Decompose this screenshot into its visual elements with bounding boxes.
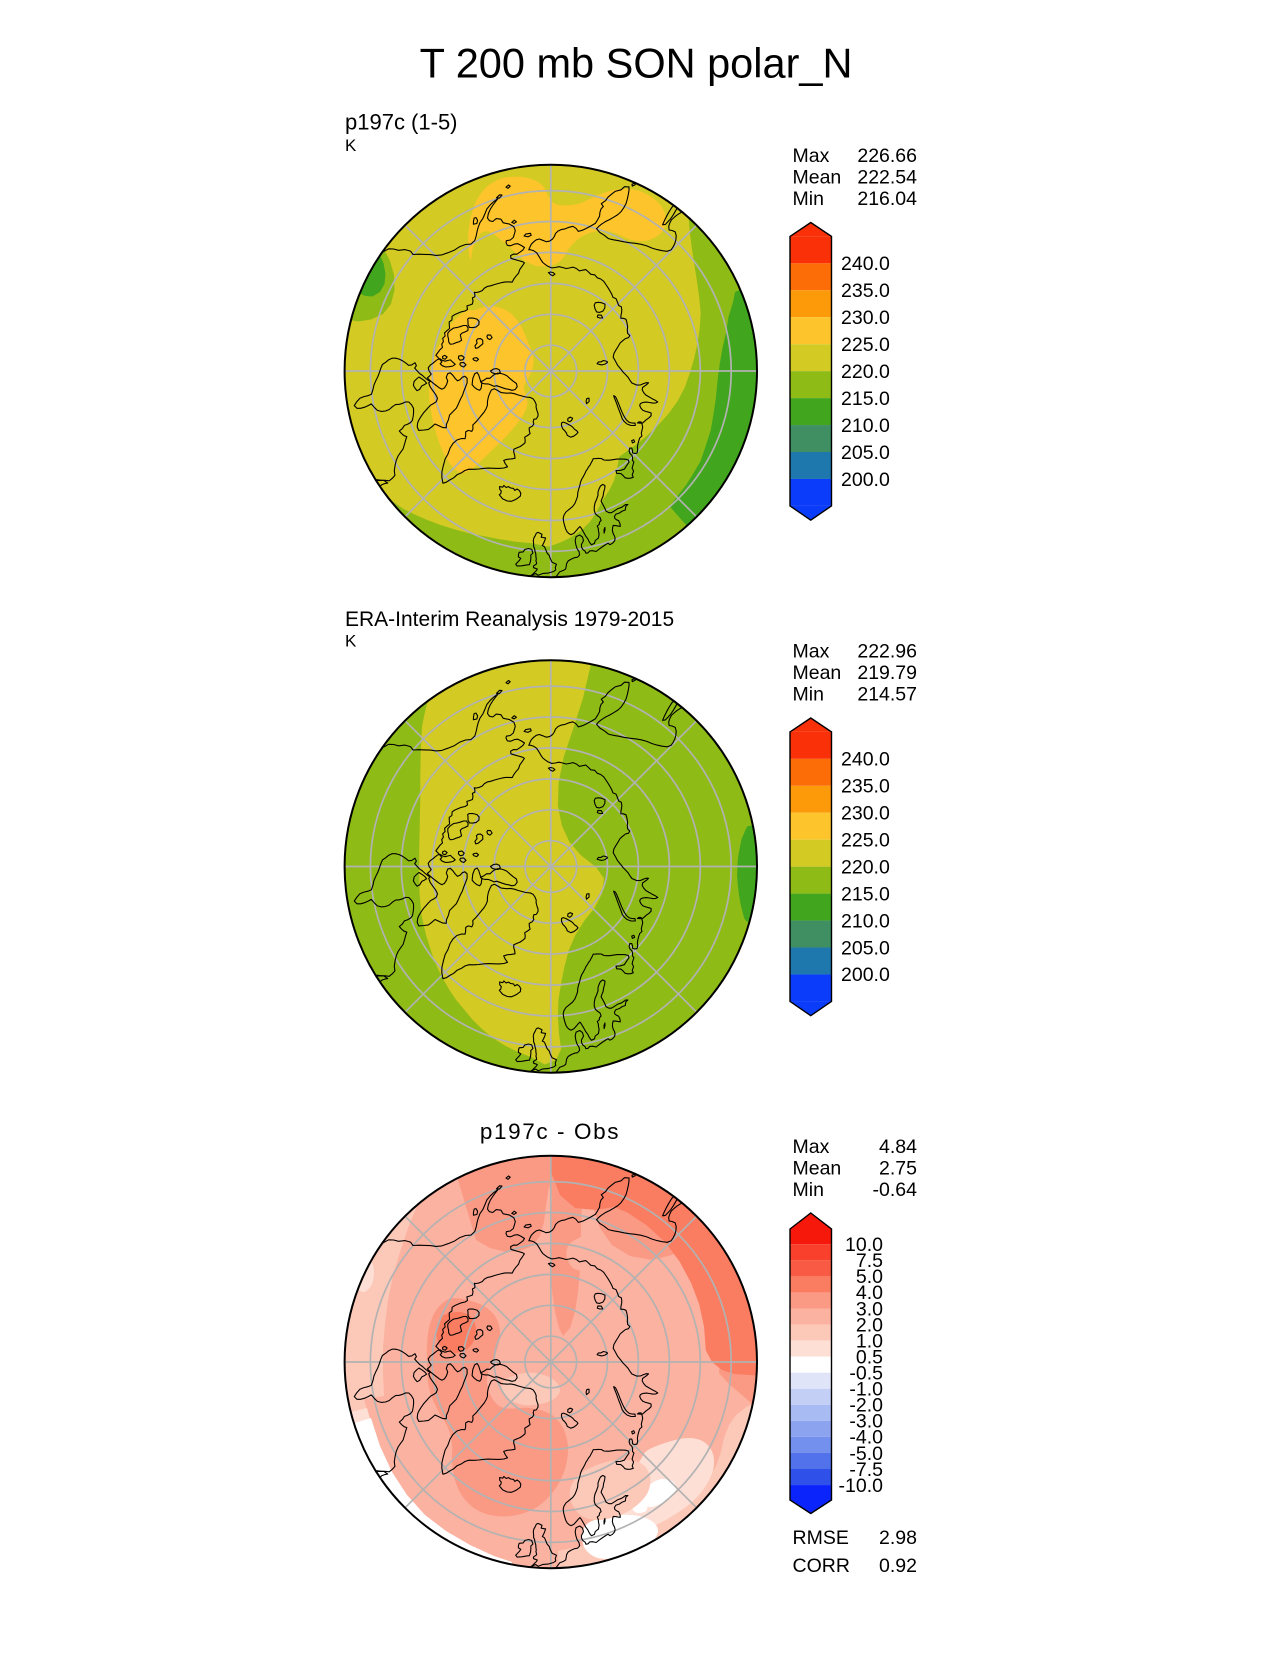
svg-text:2.75: 2.75 [879,1158,917,1180]
svg-text:-7.5: -7.5 [849,1459,883,1481]
svg-text:Max: Max [793,145,830,167]
svg-text:-5.0: -5.0 [849,1443,883,1465]
svg-text:214.57: 214.57 [857,684,917,706]
svg-text:240.0: 240.0 [841,253,890,275]
svg-text:1.0: 1.0 [856,1330,883,1352]
svg-text:215.0: 215.0 [841,883,890,905]
svg-text:p197c - Obs: p197c - Obs [480,1119,620,1144]
svg-text:235.0: 235.0 [841,280,890,302]
svg-text:210.0: 210.0 [841,415,890,437]
svg-text:4.0: 4.0 [856,1282,883,1304]
svg-text:Min: Min [793,1179,824,1201]
svg-text:7.5: 7.5 [856,1250,883,1272]
svg-text:p197c (1-5): p197c (1-5) [345,109,458,134]
svg-text:0.92: 0.92 [879,1555,917,1577]
svg-text:205.0: 205.0 [841,442,890,464]
svg-text:ERA-Interim Reanalysis 1979-20: ERA-Interim Reanalysis 1979-2015 [345,608,674,631]
svg-text:T 200 mb SON polar_N: T 200 mb SON polar_N [420,39,853,86]
svg-text:235.0: 235.0 [841,776,890,798]
svg-text:K: K [345,632,357,651]
svg-text:230.0: 230.0 [841,803,890,825]
svg-text:200.0: 200.0 [841,964,890,986]
svg-text:222.96: 222.96 [857,641,917,663]
svg-text:-0.5: -0.5 [849,1363,883,1385]
svg-text:Min: Min [793,684,824,706]
svg-text:219.79: 219.79 [857,662,917,684]
svg-text:225.0: 225.0 [841,830,890,852]
svg-text:Max: Max [793,1136,830,1158]
svg-text:Mean: Mean [793,1158,842,1180]
svg-text:-0.64: -0.64 [873,1179,918,1201]
svg-text:216.04: 216.04 [857,188,917,210]
svg-text:2.0: 2.0 [856,1314,883,1336]
svg-text:205.0: 205.0 [841,937,890,959]
svg-text:230.0: 230.0 [841,307,890,329]
svg-text:K: K [345,136,357,155]
svg-text:Mean: Mean [793,662,842,684]
svg-text:-1.0: -1.0 [849,1379,883,1401]
svg-text:226.66: 226.66 [857,145,917,167]
svg-text:2.98: 2.98 [879,1527,917,1549]
svg-text:222.54: 222.54 [857,167,917,189]
svg-text:240.0: 240.0 [841,749,890,771]
svg-text:220.0: 220.0 [841,361,890,383]
svg-text:5.0: 5.0 [856,1266,883,1288]
svg-text:-3.0: -3.0 [849,1411,883,1433]
svg-text:-2.0: -2.0 [849,1395,883,1417]
svg-text:-4.0: -4.0 [849,1427,883,1449]
svg-text:Min: Min [793,188,824,210]
svg-text:4.84: 4.84 [879,1136,917,1158]
svg-text:215.0: 215.0 [841,388,890,410]
svg-text:Mean: Mean [793,167,842,189]
svg-text:3.0: 3.0 [856,1298,883,1320]
svg-text:0.5: 0.5 [856,1346,883,1368]
svg-text:200.0: 200.0 [841,469,890,491]
svg-text:Max: Max [793,641,830,663]
svg-text:210.0: 210.0 [841,910,890,932]
svg-text:RMSE: RMSE [793,1527,849,1549]
svg-text:10.0: 10.0 [845,1234,883,1256]
svg-text:225.0: 225.0 [841,334,890,356]
svg-text:220.0: 220.0 [841,856,890,878]
svg-text:CORR: CORR [793,1555,850,1577]
svg-text:-10.0: -10.0 [839,1475,884,1497]
